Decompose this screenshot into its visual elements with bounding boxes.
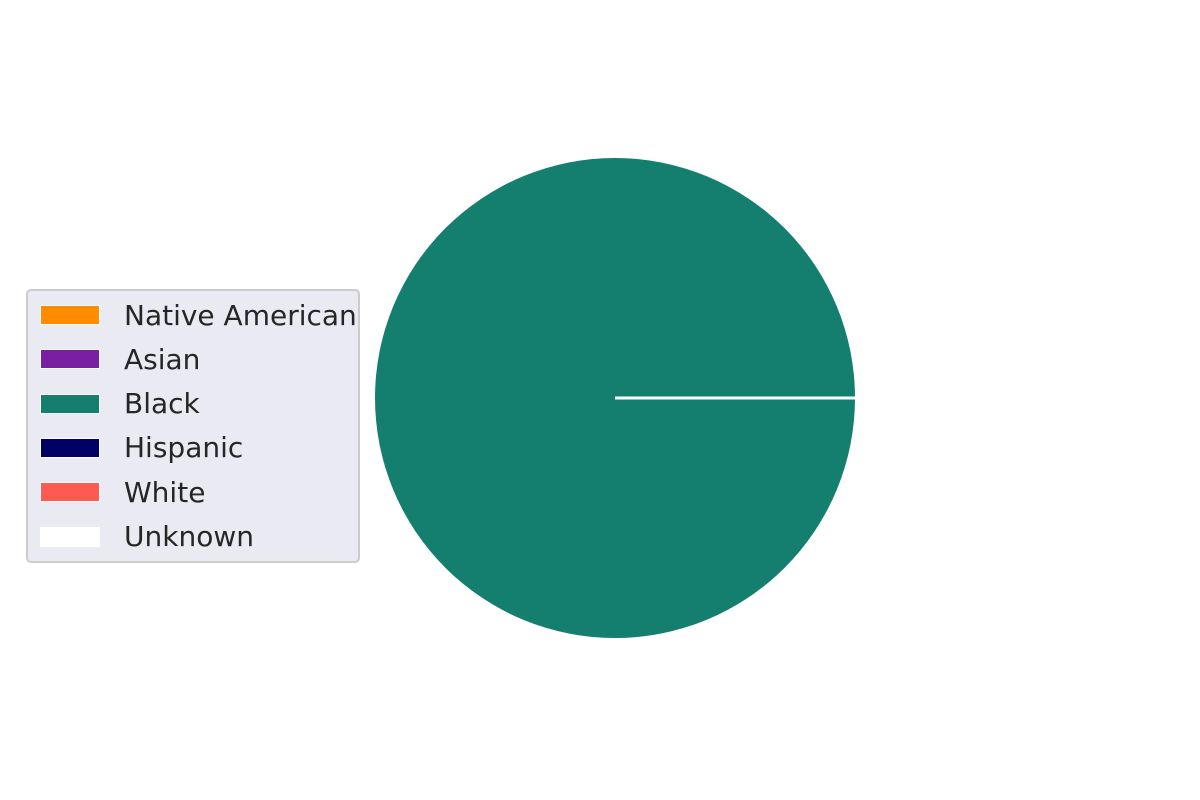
legend: Native American Asian Black Hispanic White Un… [26,289,360,563]
legend-item-hispanic: Hispanic [40,431,244,465]
legend-swatch [40,349,100,370]
legend-swatch [40,482,100,503]
legend-swatch [40,305,100,325]
legend-swatch [40,393,100,414]
legend-item-native-american: Native American [40,298,357,332]
legend-item-unknown: Unknown [40,520,254,553]
legend-label: Unknown [124,520,254,553]
legend-label: White [124,475,206,509]
legend-swatch [40,437,100,458]
legend-item-black: Black [40,387,200,421]
legend-label: Black [124,387,200,421]
legend-label: Hispanic [124,431,244,465]
legend-item-white: White [40,475,206,509]
legend-swatch [40,526,100,547]
legend-item-asian: Asian [40,342,201,376]
legend-label: Asian [124,342,201,376]
pie-slices [375,158,855,638]
legend-label: Native American [124,298,357,332]
